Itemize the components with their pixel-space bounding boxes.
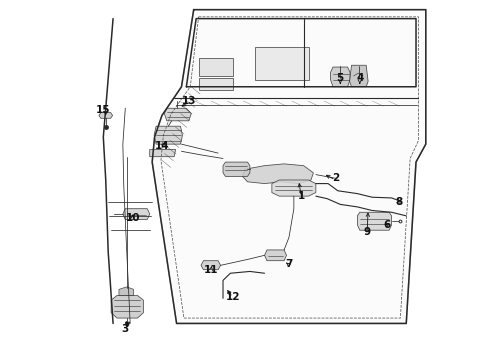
Polygon shape	[154, 126, 182, 144]
Text: 3: 3	[122, 324, 129, 334]
Polygon shape	[123, 209, 150, 220]
Text: 1: 1	[297, 191, 305, 201]
Polygon shape	[119, 287, 134, 296]
Text: 8: 8	[395, 197, 403, 207]
Polygon shape	[198, 58, 233, 76]
Text: 14: 14	[155, 141, 169, 151]
Polygon shape	[331, 67, 350, 87]
Polygon shape	[152, 10, 426, 323]
Text: 6: 6	[383, 220, 391, 230]
Text: 11: 11	[203, 265, 218, 275]
Polygon shape	[357, 212, 392, 230]
Polygon shape	[150, 149, 175, 157]
Text: 4: 4	[356, 73, 364, 83]
Text: 5: 5	[337, 73, 344, 83]
Text: 13: 13	[182, 96, 196, 106]
Polygon shape	[265, 250, 287, 261]
Polygon shape	[111, 296, 144, 318]
Polygon shape	[164, 108, 191, 121]
Text: 7: 7	[285, 259, 293, 269]
Text: 2: 2	[332, 173, 339, 183]
Polygon shape	[201, 261, 220, 270]
Text: 12: 12	[225, 292, 240, 302]
Polygon shape	[198, 78, 233, 90]
Polygon shape	[349, 65, 368, 87]
Polygon shape	[255, 47, 309, 80]
Polygon shape	[223, 162, 250, 176]
Text: 9: 9	[364, 227, 371, 237]
Text: 15: 15	[96, 105, 111, 115]
Polygon shape	[99, 113, 113, 118]
Polygon shape	[243, 164, 314, 184]
Text: 10: 10	[125, 213, 140, 222]
Polygon shape	[272, 180, 316, 196]
